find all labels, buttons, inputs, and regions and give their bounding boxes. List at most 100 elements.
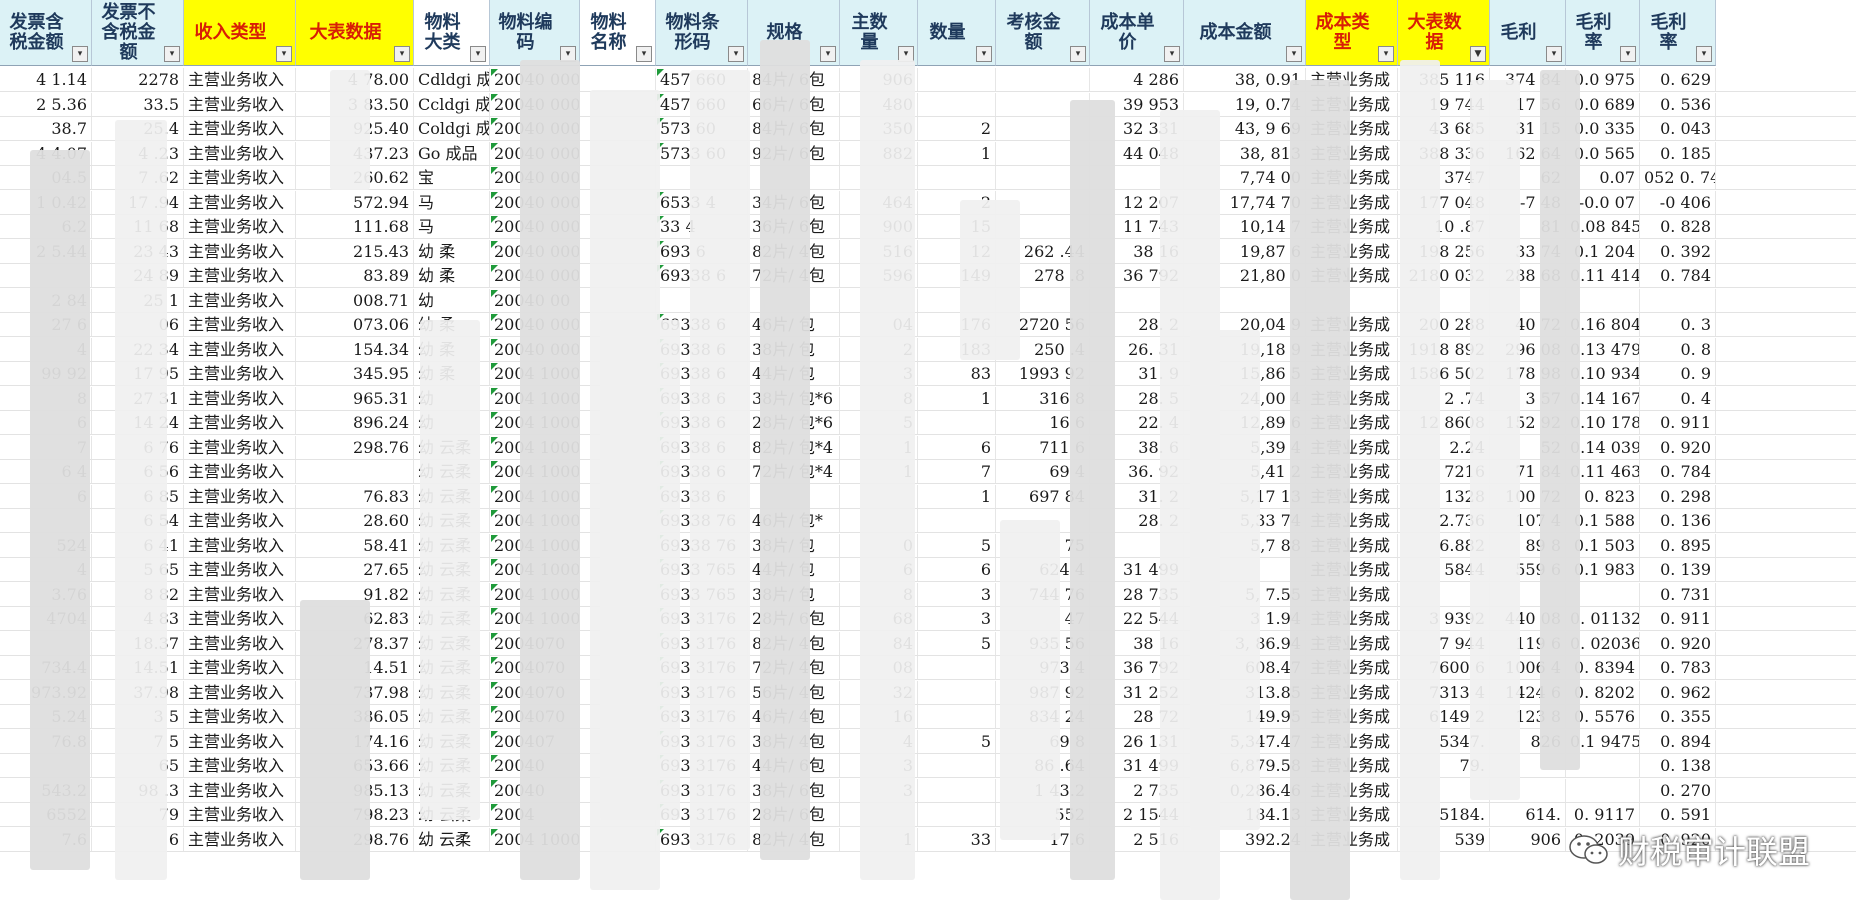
table-cell[interactable]: 0. 591 [1640,803,1716,826]
table-cell[interactable]: 0.11 414 [1566,264,1640,287]
table-cell[interactable]: 主营业务收入 [184,141,296,165]
table-cell[interactable]: 91.82 [296,582,414,606]
table-cell[interactable]: 0. 783 [1640,656,1716,679]
table-cell[interactable]: 0.07 [1566,166,1640,189]
table-cell[interactable]: 0.1 983 [1566,558,1640,581]
table-cell[interactable]: 38, 0.91 [1184,68,1306,91]
table-cell[interactable]: Ccldgi 成品 [414,92,490,116]
table-cell[interactable] [1566,582,1640,606]
table-cell[interactable]: 0. 298 [1640,484,1716,508]
table-cell[interactable]: 0.0 689 [1566,92,1640,116]
table-cell[interactable] [296,460,414,483]
table-cell[interactable]: 主营业务收入 [184,264,296,287]
table-cell[interactable]: 0.1 204 [1566,239,1640,263]
table-cell[interactable]: 主营业务收入 [184,631,296,655]
filter-dropdown-icon[interactable]: ▾ [1620,46,1636,62]
table-cell[interactable]: Go 成品 [414,141,490,165]
table-cell[interactable]: 幼 云柔 [414,827,490,851]
table-cell[interactable] [0,264,92,287]
table-cell[interactable]: 0. 136 [1640,509,1716,532]
table-cell[interactable]: 5 [918,533,996,557]
table-cell[interactable]: 0. 911 [1640,411,1716,434]
table-cell[interactable]: 539 [1398,827,1490,851]
column-header[interactable]: 主数量 ▾ [840,0,918,66]
table-cell[interactable]: 0.16 804 [1566,313,1640,336]
table-cell[interactable]: 主营业务收入 [184,705,296,728]
table-cell[interactable]: 0. 185 [1640,141,1716,165]
column-header[interactable]: 发票不含税金额 ▾ [92,0,184,66]
table-cell[interactable] [918,705,996,728]
table-cell[interactable]: 1 [918,386,996,410]
table-cell[interactable]: 0. 536 [1640,92,1716,116]
table-cell[interactable]: 76.83 [296,484,414,508]
column-header[interactable]: 毛利率 ▾ [1566,0,1640,66]
table-cell[interactable]: 1 [918,141,996,165]
table-cell[interactable]: 0. 894 [1640,729,1716,753]
table-cell[interactable] [1306,288,1398,312]
table-cell[interactable]: 主营业务收入 [184,460,296,483]
table-cell[interactable] [840,484,918,508]
column-header[interactable]: 物料大类 ▾ [414,0,490,66]
table-cell[interactable]: 906 [1490,827,1566,851]
table-cell[interactable]: 27.65 [296,558,414,581]
table-cell[interactable] [748,166,840,189]
table-cell[interactable]: 6 [918,558,996,581]
table-cell[interactable]: Cdldgi 成品 [414,68,490,91]
table-cell[interactable]: 主营业务收入 [184,68,296,91]
table-cell[interactable] [0,631,92,655]
column-header[interactable]: 物料名称 ▾ [580,0,656,66]
table-cell[interactable]: 主营业务收入 [184,190,296,214]
table-cell[interactable]: 052 0. 740 [1640,166,1716,189]
table-cell[interactable] [1566,754,1640,777]
table-cell[interactable]: -0 406 [1640,190,1716,214]
table-cell[interactable]: 2 [918,117,996,140]
table-cell[interactable]: 0. 01132 [1566,607,1640,630]
table-cell[interactable]: 0. 9 [1640,362,1716,385]
table-cell[interactable]: 215.43 [296,239,414,263]
table-cell[interactable] [748,288,840,312]
table-cell[interactable]: 0. 784 [1640,264,1716,287]
table-cell[interactable]: 0. 920 [1640,631,1716,655]
table-cell[interactable]: 主营业务收入 [184,827,296,851]
filter-dropdown-icon[interactable]: ▾ [1696,46,1712,62]
table-cell[interactable]: 0. 392 [1640,239,1716,263]
table-cell[interactable]: 主营业务收入 [184,288,296,312]
table-cell[interactable]: 298.76 [296,435,414,459]
table-cell[interactable]: 主营业务收入 [184,558,296,581]
table-cell[interactable]: 0.08 845 [1566,215,1640,238]
table-cell[interactable]: 主营业务收入 [184,313,296,336]
table-cell[interactable]: 0. 920 [1640,435,1716,459]
table-cell[interactable]: 58.41 [296,533,414,557]
table-cell[interactable]: 0. 823 [1566,484,1640,508]
table-cell[interactable]: 0. 731 [1640,582,1716,606]
table-cell[interactable]: 614. [1490,803,1566,826]
table-cell[interactable] [1640,288,1716,312]
table-cell[interactable]: 5 [918,631,996,655]
column-header[interactable]: 成本单价 ▾ [1090,0,1184,66]
filter-active-icon[interactable]: ▼ [1470,46,1486,62]
column-header[interactable]: 物料编码 ▾ [490,0,580,66]
table-cell[interactable]: 83.89 [296,264,414,287]
table-cell[interactable]: 马 [414,190,490,214]
table-cell[interactable]: 幼 [414,288,490,312]
table-cell[interactable]: 主营业务收入 [184,533,296,557]
filter-dropdown-icon[interactable]: ▾ [470,46,486,62]
table-cell[interactable]: 0. 8394 [1566,656,1640,679]
table-cell[interactable]: 主营业务收入 [184,117,296,140]
table-cell[interactable]: 0. 920 [1640,827,1716,851]
table-cell[interactable]: 宝 [414,166,490,189]
table-cell[interactable]: 4 1.14 [0,68,92,91]
table-cell[interactable]: 6 [918,435,996,459]
table-cell[interactable] [0,754,92,777]
table-cell[interactable]: 0.14 167 [1566,386,1640,410]
table-cell[interactable] [840,288,918,312]
table-cell[interactable]: 0. 270 [1640,778,1716,802]
table-cell[interactable]: 0. 895 [1640,533,1716,557]
table-cell[interactable]: 0. 043 [1640,117,1716,140]
table-cell[interactable]: 111.68 [296,215,414,238]
table-cell[interactable]: 0. 138 [1640,754,1716,777]
filter-dropdown-icon[interactable]: ▾ [164,46,180,62]
column-header[interactable]: 毛利 ▾ [1490,0,1566,66]
table-cell[interactable]: 008.71 [296,288,414,312]
table-cell[interactable]: 154.34 [296,337,414,361]
